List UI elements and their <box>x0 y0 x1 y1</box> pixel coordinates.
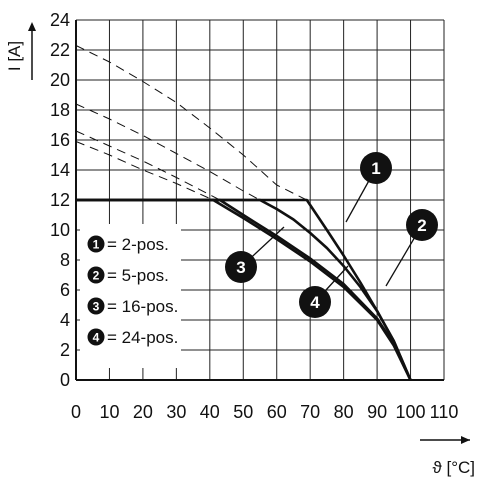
x-tick-label: 70 <box>300 402 320 422</box>
legend-label-2: = 5-pos. <box>107 266 169 285</box>
x-tick-label: 10 <box>99 402 119 422</box>
marker-number-3: 3 <box>236 258 245 277</box>
series-line-2-solid <box>76 198 412 381</box>
y-tick-label: 8 <box>60 250 70 270</box>
x-tick-label: 50 <box>233 402 253 422</box>
legend-label-4: = 24-pos. <box>107 328 178 347</box>
y-tick-label: 24 <box>50 10 70 30</box>
y-tick-label: 12 <box>50 190 70 210</box>
legend-badge-number-3: 3 <box>93 300 100 314</box>
y-axis-title: I [A] <box>5 41 24 71</box>
series-markers: 1 2 3 4 <box>225 152 438 318</box>
x-tick-label: 60 <box>267 402 287 422</box>
legend: 1 = 2-pos. 2 = 5-pos. 3 = 16-pos. 4 = 24-pos. <box>80 224 181 368</box>
marker-number-1: 1 <box>371 159 380 178</box>
marker-badge-3 <box>225 251 257 283</box>
series-line-4-solid <box>76 198 412 381</box>
x-tick-label: 90 <box>367 402 387 422</box>
legend-label-3: = 16-pos. <box>107 297 178 316</box>
y-tick-label: 22 <box>50 40 70 60</box>
y-tick-label: 10 <box>50 220 70 240</box>
marker-number-4: 4 <box>310 293 320 312</box>
marker-badge-2 <box>406 209 438 241</box>
y-tick-label: 4 <box>60 310 70 330</box>
legend-label-1: = 2-pos. <box>107 235 169 254</box>
y-tick-label: 0 <box>60 370 70 390</box>
x-tick-label: 80 <box>334 402 354 422</box>
marker-number-2: 2 <box>417 216 426 235</box>
y-tick-label: 18 <box>50 100 70 120</box>
tick-labels: 0 10 20 30 40 50 60 70 80 90 100 110024681012141618… <box>50 10 458 422</box>
y-tick-label: 20 <box>50 70 70 90</box>
x-axis-arrow-head <box>461 436 470 444</box>
x-tick-label: 100 <box>396 402 426 422</box>
x-tick-label: 0 <box>71 402 81 422</box>
legend-badge-number-4: 4 <box>93 331 100 345</box>
marker-badge-4 <box>299 286 331 318</box>
x-tick-label: 40 <box>200 402 220 422</box>
marker-badge-1 <box>360 152 392 184</box>
series-line-1-dashed <box>75 45 308 201</box>
y-axis-arrow-head <box>28 22 36 31</box>
legend-badge-4 <box>87 328 105 346</box>
legend-badge-3 <box>87 297 105 315</box>
x-tick-label: 110 <box>430 402 459 422</box>
y-tick-label: 2 <box>60 340 70 360</box>
y-tick-label: 14 <box>50 160 70 180</box>
y-tick-label: 6 <box>60 280 70 300</box>
legend-badge-number-2: 2 <box>93 269 100 283</box>
axis-titles: ϑ [°C] I [A] <box>5 41 475 477</box>
x-tick-label: 20 <box>133 402 153 422</box>
series-line-4-dashed <box>75 141 214 201</box>
x-tick-label: 30 <box>166 402 186 422</box>
y-tick-label: 16 <box>50 130 70 150</box>
series-line-2-dashed <box>75 103 261 201</box>
legend-badge-2 <box>87 266 105 284</box>
x-axis-title: ϑ [°C] <box>432 458 475 477</box>
legend-badge-1 <box>87 235 105 253</box>
series-line-3-dashed <box>75 130 221 201</box>
legend-badge-number-1: 1 <box>93 238 100 252</box>
series-lines <box>75 45 412 381</box>
